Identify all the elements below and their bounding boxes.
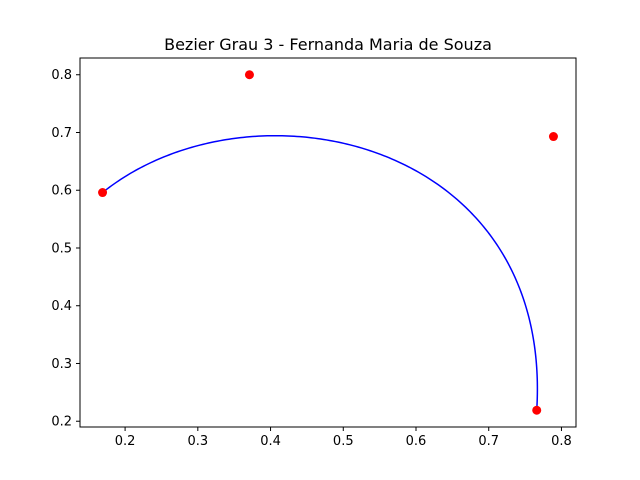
x-tick-label: 0.7: [478, 434, 499, 449]
control-point: [532, 405, 542, 415]
y-tick-label: 0.4: [51, 299, 72, 314]
y-tick-label: 0.3: [51, 357, 72, 372]
x-tick-label: 0.2: [115, 434, 136, 449]
x-tick-label: 0.3: [187, 434, 208, 449]
y-tick-label: 0.5: [51, 241, 72, 256]
bezier-curve: [102, 134, 539, 411]
y-tick-label: 0.2: [51, 415, 72, 430]
x-tick-label: 0.5: [333, 434, 354, 449]
y-tick-label: 0.7: [51, 126, 72, 141]
y-tick-label: 0.8: [51, 68, 72, 83]
control-point: [98, 188, 108, 198]
axes-frame: [79, 57, 577, 428]
chart-title: Bezier Grau 3 - Fernanda Maria de Souza: [164, 35, 492, 54]
x-tick-label: 0.6: [406, 434, 427, 449]
axes: 0.2 0.3 0.4 0.5 0.6 0.7 0.8 0.2 0.3 0.4 0.5 0.6 0.7 0…: [51, 57, 577, 449]
x-tick-label: 0.8: [551, 434, 572, 449]
control-point: [548, 132, 558, 142]
control-point: [244, 70, 254, 80]
y-tick-label: 0.6: [51, 184, 72, 199]
plot-area: [98, 70, 558, 415]
x-tick-label: 0.4: [260, 434, 281, 449]
